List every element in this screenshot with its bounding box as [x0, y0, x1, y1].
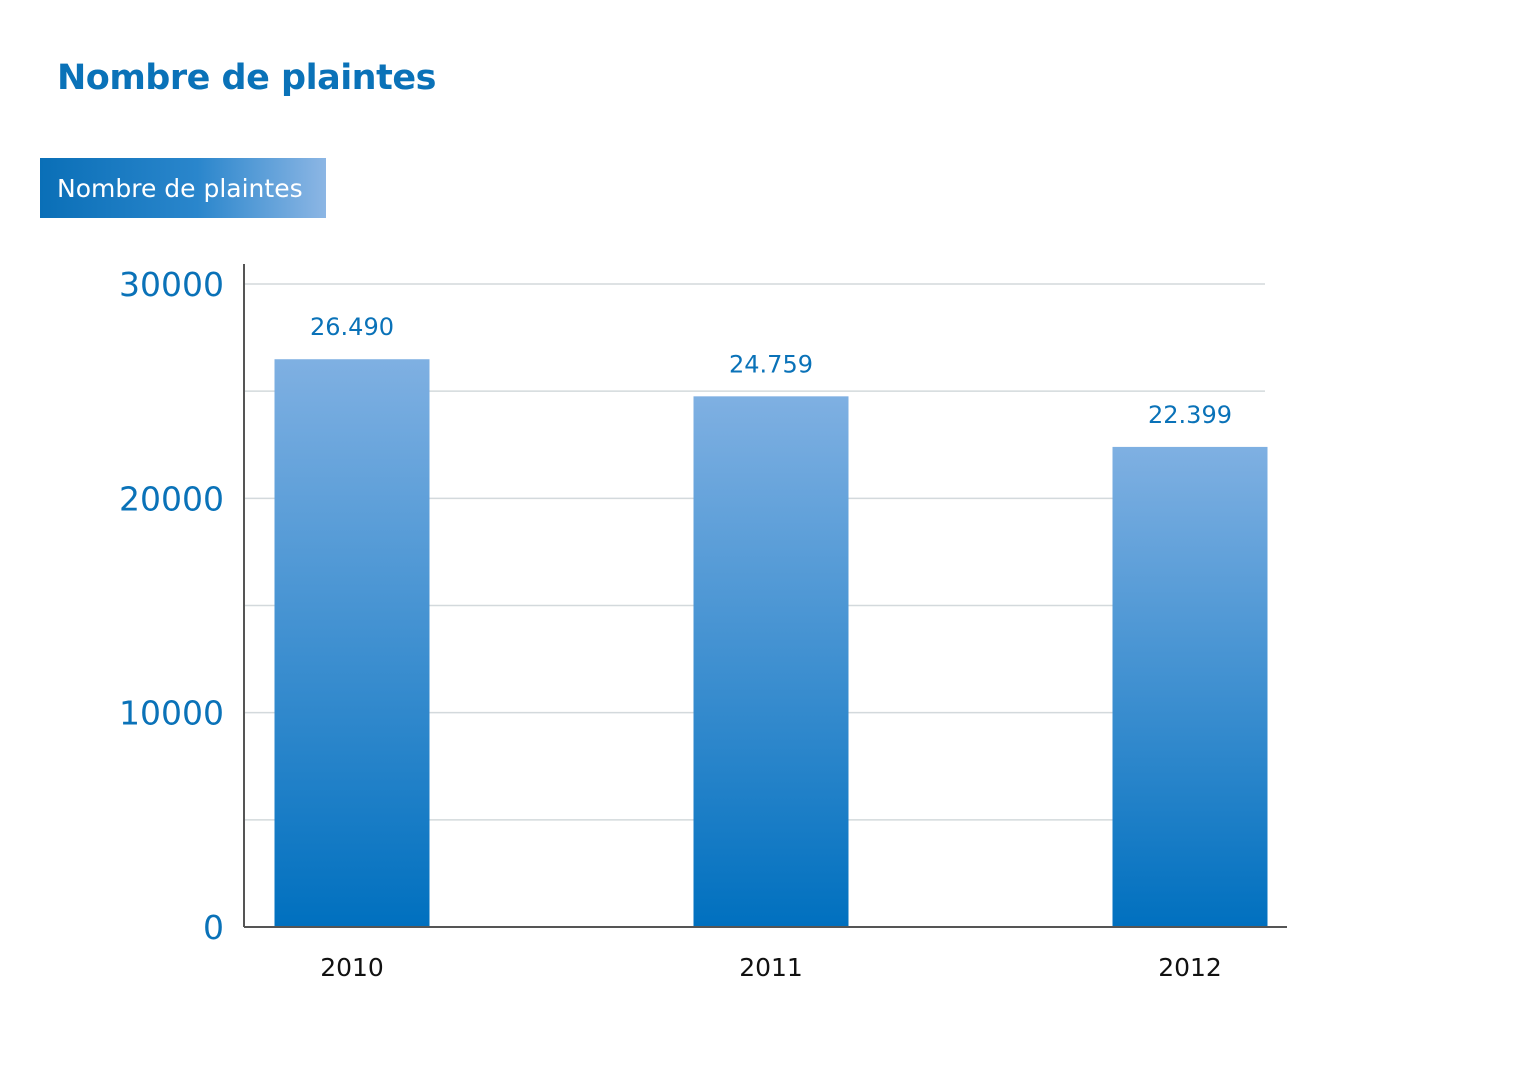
y-tick-label: 30000 — [119, 265, 224, 304]
data-label-2012: 22.399 — [1148, 401, 1232, 429]
legend-label: Nombre de plaintes — [57, 173, 303, 203]
data-label-2010: 26.490 — [310, 313, 394, 341]
y-tick-label: 0 — [203, 908, 224, 947]
page-title: Nombre de plaintes — [57, 58, 436, 98]
x-tick-label: 2010 — [320, 953, 384, 982]
legend: Nombre de plaintes — [40, 158, 326, 218]
data-label-2011: 24.759 — [729, 350, 813, 378]
x-tick-label: 2011 — [739, 953, 803, 982]
x-tick-label: 2012 — [1158, 953, 1222, 982]
bar-2010 — [274, 359, 430, 928]
bar-2011 — [693, 396, 849, 927]
bar-2012 — [1112, 446, 1268, 927]
y-tick-label: 10000 — [119, 694, 224, 733]
y-tick-label: 20000 — [119, 479, 224, 518]
